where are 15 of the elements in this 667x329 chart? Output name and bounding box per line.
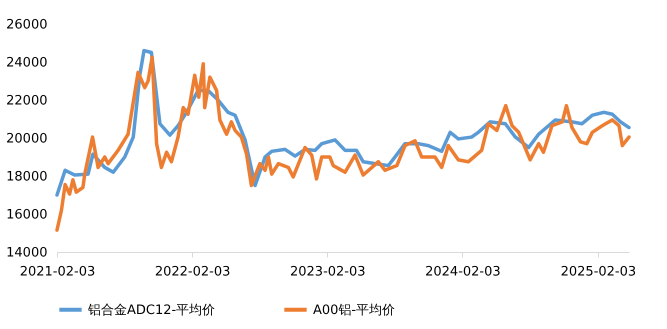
y-tick-label: 26000: [6, 18, 48, 32]
y-tick-label: 14000: [6, 246, 48, 260]
y-tick-label: 16000: [6, 208, 48, 222]
x-tick-label: 2024-02-03: [425, 264, 501, 280]
legend-label: 铝合金ADC12-平均价: [87, 302, 216, 318]
y-tick-label: 22000: [6, 94, 48, 108]
x-tick-label: 2021-02-03: [20, 264, 96, 280]
x-tick-label: 2023-02-03: [290, 264, 366, 280]
line-series: [55, 56, 631, 232]
legend-label: A00铝-平均价: [313, 302, 396, 318]
y-tick-label: 20000: [6, 132, 48, 146]
y-tick-label: 24000: [6, 56, 48, 70]
x-tick-label: 2025-02-03: [560, 264, 636, 280]
y-tick-label: 18000: [6, 170, 48, 184]
x-tick-label: 2022-02-03: [154, 264, 230, 280]
